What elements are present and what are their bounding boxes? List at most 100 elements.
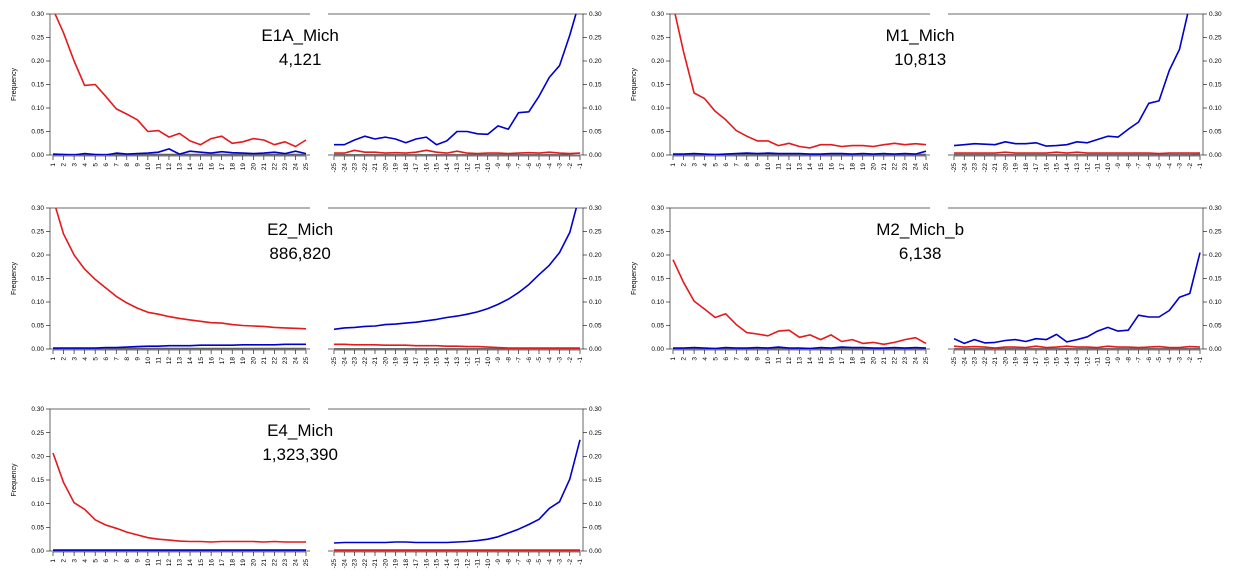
x-tick-label-right: -1 <box>577 357 584 363</box>
x-tick-label-right: -23 <box>352 559 359 569</box>
x-tick-label-left: 3 <box>691 163 698 167</box>
chart-subtitle: 6,138 <box>899 244 942 263</box>
y-tick-label-left: 0.10 <box>651 299 664 306</box>
x-tick-label-left: 16 <box>208 163 215 171</box>
y-tick-label-left: 0.25 <box>651 35 664 42</box>
x-tick-label-right: -15 <box>1054 163 1061 173</box>
series-line-right-1 <box>953 345 1201 349</box>
x-tick-label-left: 1 <box>50 163 57 167</box>
x-tick-label-right: -13 <box>454 357 461 367</box>
x-tick-label-left: 23 <box>282 163 289 171</box>
x-tick-label-left: 20 <box>250 163 257 171</box>
x-tick-label-left: 8 <box>124 163 131 167</box>
x-tick-label-right: -3 <box>557 357 564 363</box>
x-tick-label-right: -2 <box>1187 163 1194 169</box>
x-tick-label-right: -6 <box>1146 163 1153 169</box>
x-tick-label-right: -15 <box>434 559 441 569</box>
x-tick-label-left: 10 <box>765 163 772 171</box>
y-tick-label-left: 0.25 <box>31 430 44 437</box>
x-tick-label-right: -5 <box>536 163 543 169</box>
x-tick-label-left: 22 <box>272 357 279 365</box>
x-tick-label-left: 21 <box>881 163 888 171</box>
y-tick-label-left: 0.30 <box>651 205 664 212</box>
y-tick-label-right: 0.00 <box>1209 346 1222 353</box>
x-tick-label-right: -20 <box>382 559 389 569</box>
x-tick-label-right: -13 <box>1074 163 1081 173</box>
x-tick-label-left: 10 <box>145 559 152 567</box>
x-tick-label-left: 12 <box>166 357 173 365</box>
x-tick-label-left: 6 <box>103 559 110 563</box>
x-tick-label-left: 7 <box>733 357 740 361</box>
x-tick-label-left: 14 <box>187 559 194 567</box>
x-tick-label-right: -7 <box>1136 163 1143 169</box>
y-tick-label-left: 0.10 <box>651 105 664 112</box>
y-tick-label-right: 0.15 <box>589 82 602 89</box>
x-tick-label-right: -23 <box>352 163 359 173</box>
x-tick-label-left: 18 <box>849 357 856 365</box>
x-tick-label-right: -9 <box>495 163 502 169</box>
y-tick-label-right: 0.00 <box>1209 152 1222 159</box>
x-tick-label-right: -21 <box>992 163 999 173</box>
series-line-left-2 <box>673 346 927 349</box>
x-tick-label-left: 8 <box>744 357 751 361</box>
y-tick-label-left: 0.15 <box>31 477 44 484</box>
x-tick-label-left: 21 <box>261 163 268 171</box>
x-tick-label-left: 7 <box>113 357 120 361</box>
x-tick-label-left: 3 <box>71 559 78 563</box>
x-tick-label-left: 2 <box>61 357 68 361</box>
y-axis-label: Frequency <box>11 463 18 497</box>
x-tick-label-right: -16 <box>1043 357 1050 367</box>
chart-subtitle: 1,323,390 <box>262 445 338 464</box>
y-tick-label-right: 0.05 <box>1209 323 1222 330</box>
x-tick-label-right: -25 <box>951 357 958 367</box>
x-tick-label-left: 2 <box>681 357 688 361</box>
x-tick-label-right: -6 <box>1146 357 1153 363</box>
x-tick-label-left: 24 <box>293 357 300 365</box>
x-tick-label-left: 5 <box>92 559 99 563</box>
x-tick-label-right: -21 <box>372 163 379 173</box>
x-tick-label-left: 20 <box>870 163 877 171</box>
series-line-left-2 <box>673 150 927 155</box>
x-tick-label-right: -22 <box>362 559 369 569</box>
x-tick-label-left: 10 <box>145 163 152 171</box>
x-tick-label-left: 18 <box>229 163 236 171</box>
x-tick-label-left: 23 <box>282 559 289 567</box>
x-tick-label-right: -14 <box>444 357 451 367</box>
x-tick-label-right: -3 <box>557 163 564 169</box>
x-tick-label-right: -18 <box>1023 357 1030 367</box>
y-tick-label-right: 0.30 <box>1209 11 1222 18</box>
y-tick-label-left: 0.00 <box>31 548 44 555</box>
x-tick-label-left: 13 <box>177 559 184 567</box>
x-tick-label-right: -21 <box>372 559 379 569</box>
x-tick-label-left: 17 <box>219 357 226 365</box>
x-tick-label-left: 2 <box>61 163 68 167</box>
y-axis-label: Frequency <box>11 261 18 295</box>
x-tick-label-left: 14 <box>807 163 814 171</box>
x-tick-label-left: 22 <box>272 559 279 567</box>
x-tick-label-right: -12 <box>464 163 471 173</box>
x-tick-label-left: 6 <box>723 357 730 361</box>
x-tick-label-left: 4 <box>82 163 89 167</box>
y-tick-label-left: 0.30 <box>31 205 44 212</box>
x-tick-label-left: 20 <box>250 357 257 365</box>
series-line-right-2 <box>334 14 577 146</box>
x-tick-label-left: 19 <box>240 357 247 365</box>
x-tick-label-left: 16 <box>828 163 835 171</box>
x-tick-label-left: 15 <box>818 357 825 365</box>
x-tick-label-right: -3 <box>557 559 564 565</box>
x-tick-label-right: -1 <box>1197 357 1204 363</box>
x-tick-label-left: 19 <box>240 163 247 171</box>
x-tick-label-right: -24 <box>341 357 348 367</box>
x-tick-label-right: -22 <box>362 357 369 367</box>
y-tick-label-right: 0.20 <box>589 58 602 65</box>
x-tick-label-left: 3 <box>71 163 78 167</box>
x-tick-label-right: -12 <box>1084 163 1091 173</box>
y-tick-label-right: 0.30 <box>589 205 602 212</box>
x-tick-label-left: 11 <box>156 163 163 170</box>
x-tick-label-left: 24 <box>913 163 920 171</box>
y-tick-label-right: 0.15 <box>1209 82 1222 89</box>
series-line-right-2 <box>953 252 1201 345</box>
x-tick-label-left: 15 <box>818 163 825 171</box>
x-tick-label-left: 11 <box>156 357 163 364</box>
